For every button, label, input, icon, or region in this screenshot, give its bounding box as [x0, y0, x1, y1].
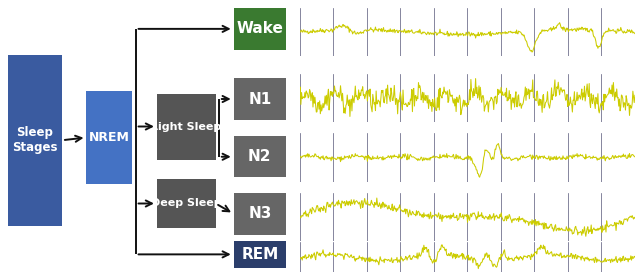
Text: Sleep
Stages: Sleep Stages — [12, 126, 58, 154]
FancyBboxPatch shape — [234, 241, 286, 268]
FancyBboxPatch shape — [8, 55, 62, 225]
FancyBboxPatch shape — [234, 192, 286, 235]
FancyBboxPatch shape — [86, 91, 132, 184]
Text: Light Sleep: Light Sleep — [151, 122, 221, 131]
FancyBboxPatch shape — [234, 8, 286, 50]
FancyBboxPatch shape — [234, 78, 286, 120]
FancyBboxPatch shape — [157, 94, 216, 160]
FancyBboxPatch shape — [157, 179, 216, 228]
Text: N3: N3 — [248, 206, 271, 221]
Text: NREM: NREM — [89, 131, 130, 144]
Text: Deep Sleep: Deep Sleep — [151, 199, 221, 208]
Text: REM: REM — [241, 247, 278, 262]
Text: N1: N1 — [248, 92, 271, 106]
FancyBboxPatch shape — [234, 136, 286, 177]
Text: Wake: Wake — [236, 21, 284, 36]
Text: N2: N2 — [248, 149, 271, 164]
